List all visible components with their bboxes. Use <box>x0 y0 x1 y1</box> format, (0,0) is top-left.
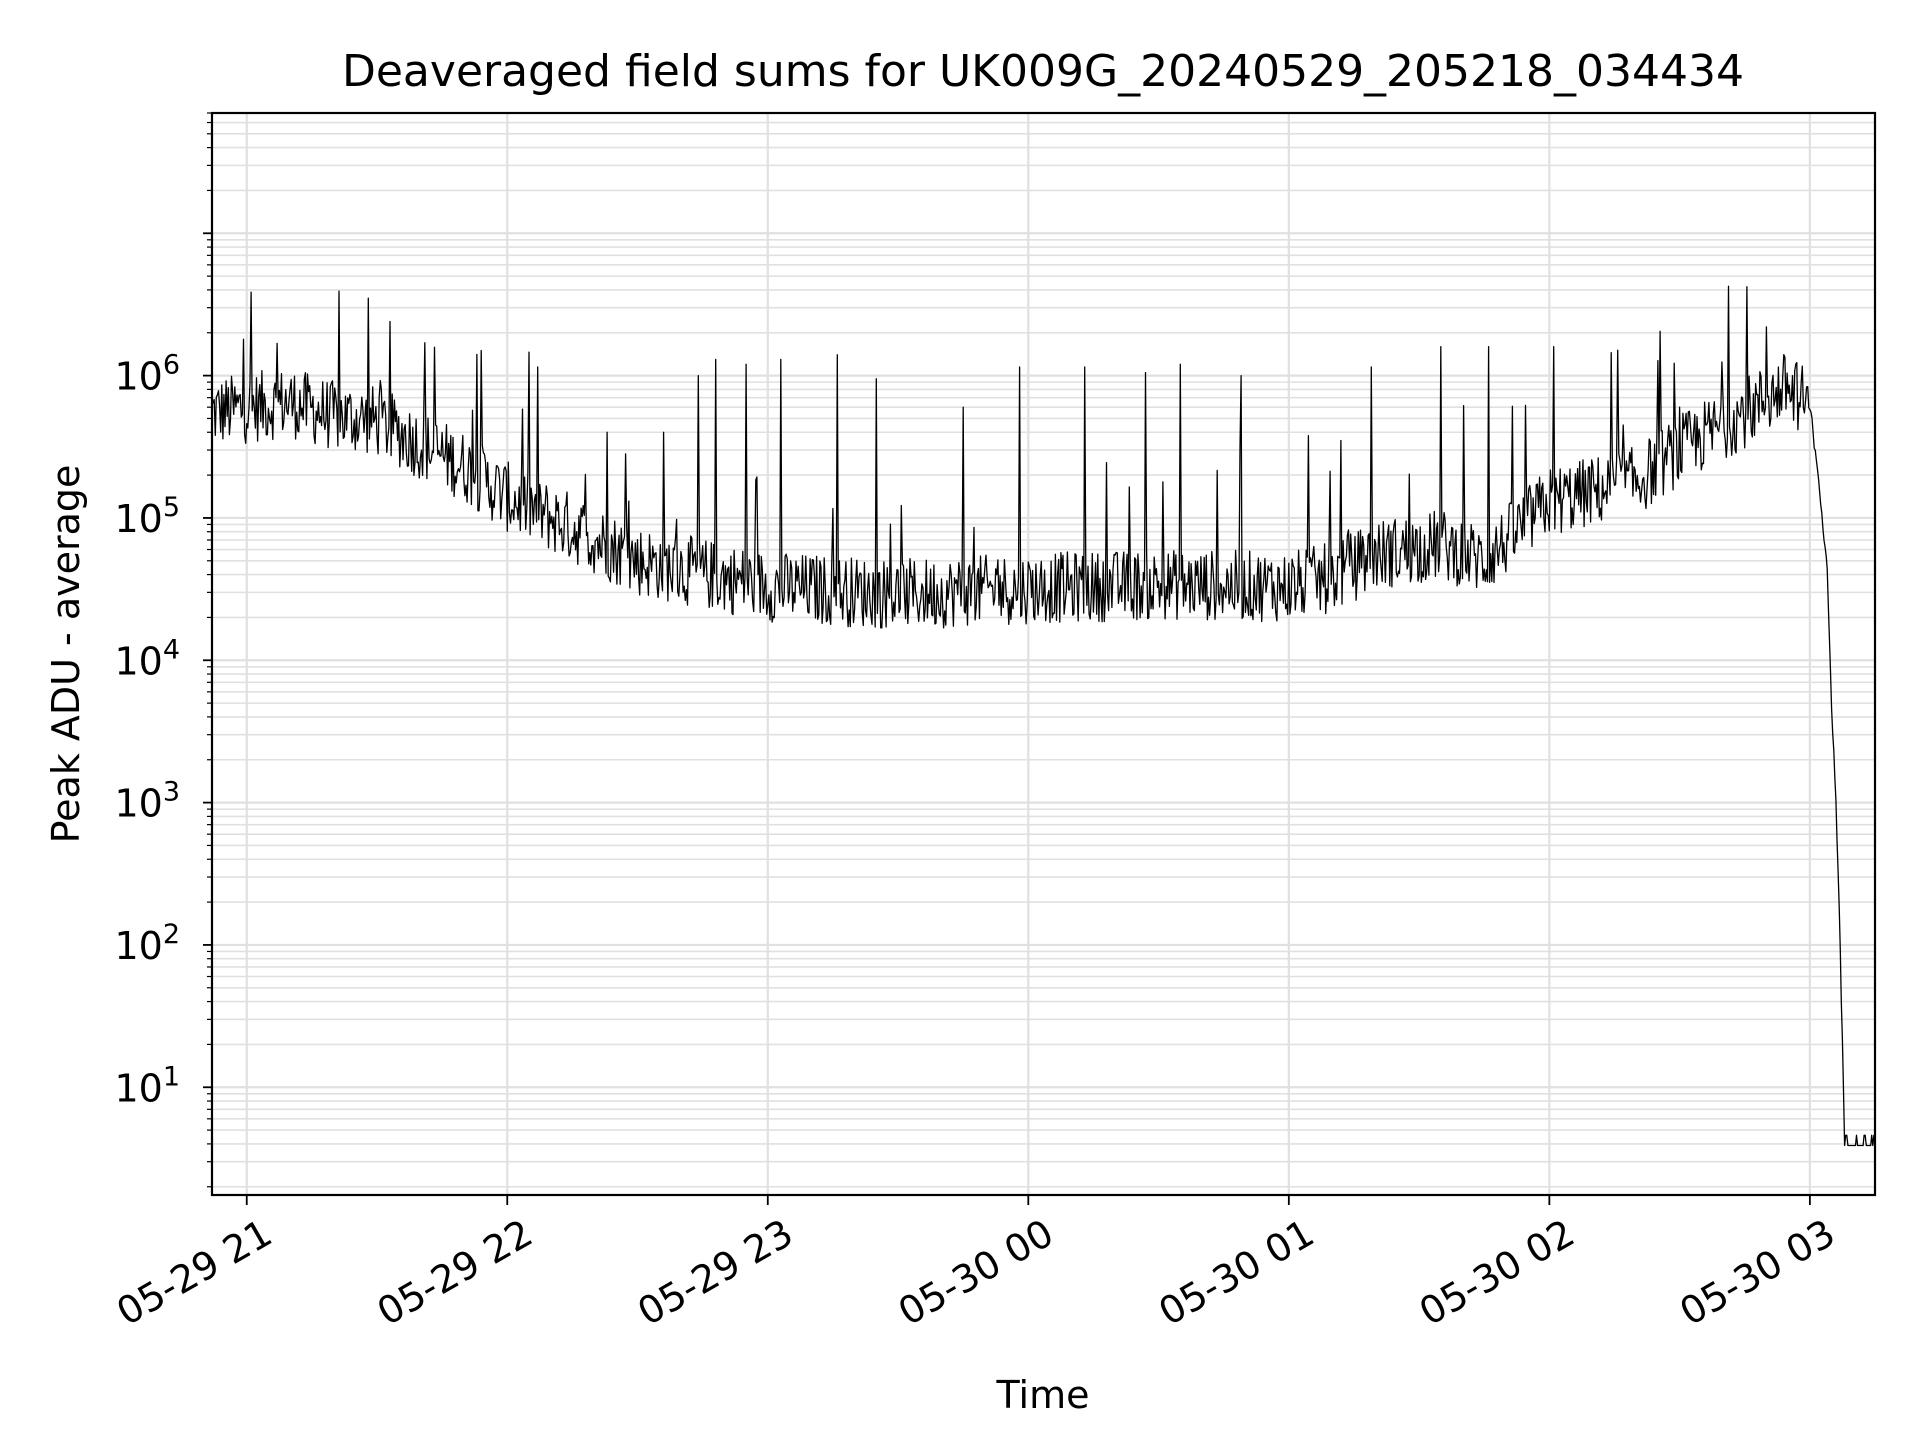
series-layer <box>211 285 1876 1147</box>
y-tick-label: 102 <box>114 919 180 968</box>
y-tick-label: 101 <box>114 1061 180 1110</box>
chart-title: Deaveraged field sums for UK009G_2024052… <box>342 46 1744 97</box>
y-tick-label: 103 <box>114 777 180 826</box>
y-tick-label: 104 <box>114 634 180 683</box>
y-axis-label: Peak ADU - average <box>44 465 88 844</box>
grid-layer <box>212 112 1875 1195</box>
x-axis-label: Time <box>996 1373 1090 1417</box>
y-tick-label: 105 <box>114 492 180 541</box>
series-line <box>211 285 1876 1147</box>
plot-frame <box>210 111 1877 1197</box>
y-tick-label: 106 <box>114 350 180 399</box>
